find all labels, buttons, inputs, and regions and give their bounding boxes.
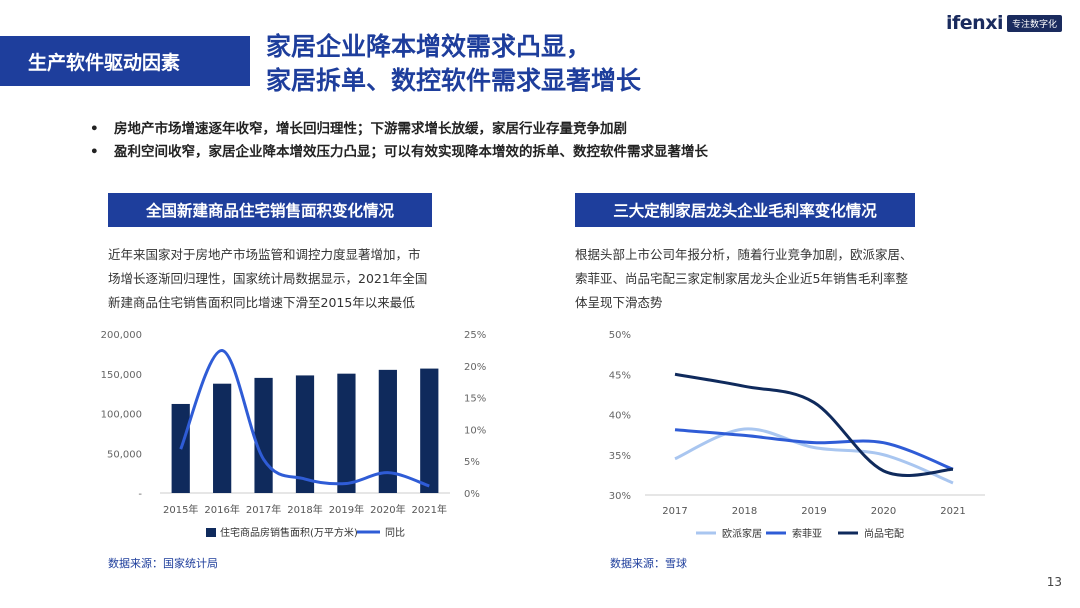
x-tick-label: 2021 [940, 506, 965, 517]
x-tick-label: 2018年 [287, 503, 322, 516]
y-tick-label: 35% [609, 451, 631, 462]
right-description: 根据头部上市公司年报分析，随着行业竞争加剧，欧派家居、 索菲亚、尚品宅配三家定制… [575, 243, 913, 315]
page-headline: 家居企业降本增效需求凸显， 家居拆单、数控软件需求显著增长 [266, 30, 641, 98]
y-tick-label: 30% [609, 491, 631, 502]
y-right-tick-label: 5% [464, 457, 480, 468]
bar-sales-area [378, 369, 397, 493]
headline-line-1: 家居企业降本增效需求凸显， [266, 32, 592, 61]
desc-line: 根据头部上市公司年报分析，随着行业竞争加剧，欧派家居、 [575, 247, 913, 262]
section-tab: 生产软件驱动因素 [0, 36, 250, 86]
y-right-tick-label: 15% [464, 394, 486, 405]
bar-sales-area [213, 383, 232, 493]
y-left-tick-label: 50,000 [107, 449, 142, 460]
x-tick-label: 2016年 [204, 503, 239, 516]
y-left-tick-label: 200,000 [101, 330, 142, 341]
x-tick-label: 2017 [662, 506, 687, 517]
legend-label: 欧派家居 [722, 527, 762, 540]
y-right-tick-label: 20% [464, 362, 486, 373]
bar-sales-area [254, 377, 273, 493]
legend-swatch-bar [206, 528, 216, 537]
left-description: 近年来国家对于房地产市场监管和调控力度显著增加，市 场增长逐渐回归理性，国家统计… [108, 243, 427, 315]
bar-sales-area [295, 375, 315, 493]
x-tick-label: 2020 [871, 506, 896, 517]
desc-line: 新建商品住宅销售面积同比增速下滑至2015年以来最低 [108, 295, 415, 310]
line-series-1 [674, 427, 954, 485]
line-series-2 [674, 428, 954, 471]
bar-sales-area [337, 373, 356, 493]
x-tick-label: 2017年 [246, 503, 281, 516]
ifenxi-logo: ifenxi 专注数字化 [946, 12, 1062, 34]
desc-line: 体呈现下滑态势 [575, 295, 663, 310]
legend-label-bar: 住宅商品房销售面积(万平方米) [220, 526, 358, 539]
left-chart-title: 全国新建商品住宅销售面积变化情况 [108, 193, 432, 227]
legend-label-line: 同比 [385, 527, 405, 539]
y-right-tick-label: 25% [464, 330, 486, 341]
line-yoy-growth [179, 349, 430, 488]
legend-label: 尚品宅配 [864, 527, 904, 540]
right-chart-title: 三大定制家居龙头企业毛利率变化情况 [575, 193, 915, 227]
bar-sales-area [420, 368, 439, 493]
page-number: 13 [1046, 575, 1062, 589]
x-tick-label: 2015年 [163, 503, 198, 516]
y-right-tick-label: 10% [464, 425, 486, 436]
desc-line: 索菲亚、尚品宅配三家定制家居龙头企业近5年销售毛利率整 [575, 271, 908, 286]
x-tick-label: 2019 [801, 506, 826, 517]
y-left-tick-label: - [138, 489, 142, 500]
key-points-list: 房地产市场增速逐年收窄，增长回归理性；下游需求增长放缓，家居行业存量竞争加剧 盈… [90, 118, 708, 164]
key-point: 盈利空间收窄，家居企业降本增效压力凸显；可以有效实现降本增效的拆单、数控软件需求… [90, 141, 708, 164]
headline-line-2: 家居拆单、数控软件需求显著增长 [266, 66, 642, 95]
key-point: 房地产市场增速逐年收窄，增长回归理性；下游需求增长放缓，家居行业存量竞争加剧 [90, 118, 708, 141]
x-tick-label: 2019年 [329, 503, 364, 516]
desc-line: 场增长逐渐回归理性，国家统计局数据显示，2021年全国 [108, 271, 428, 286]
desc-line: 近年来国家对于房地产市场监管和调控力度显著增加，市 [108, 247, 421, 262]
y-tick-label: 40% [609, 411, 631, 422]
logo-tagline: 专注数字化 [1006, 14, 1062, 32]
x-tick-label: 2021年 [412, 503, 447, 516]
y-left-tick-label: 100,000 [101, 410, 142, 421]
gross-margin-chart: 30% 35% 40% 45% 50% 2017 2018 2019 2020 2021 欧派家居 索… [609, 330, 985, 540]
line-series-3 [674, 372, 954, 477]
x-tick-label: 2018 [732, 506, 757, 517]
housing-sales-chart: - 50,000 100,000 150,000 200,000 0% 5% 10% 15% 20… [101, 330, 487, 539]
y-tick-label: 45% [609, 370, 631, 381]
x-tick-label: 2020年 [370, 503, 405, 516]
legend-label: 索菲亚 [792, 527, 822, 540]
logo-wordmark: ifenxi [946, 12, 1003, 34]
y-tick-label: 50% [609, 330, 631, 341]
y-left-tick-label: 150,000 [101, 370, 142, 381]
left-data-source: 数据来源：国家统计局 [108, 557, 218, 570]
right-data-source: 数据来源：雪球 [610, 557, 687, 570]
y-right-tick-label: 0% [464, 489, 480, 500]
